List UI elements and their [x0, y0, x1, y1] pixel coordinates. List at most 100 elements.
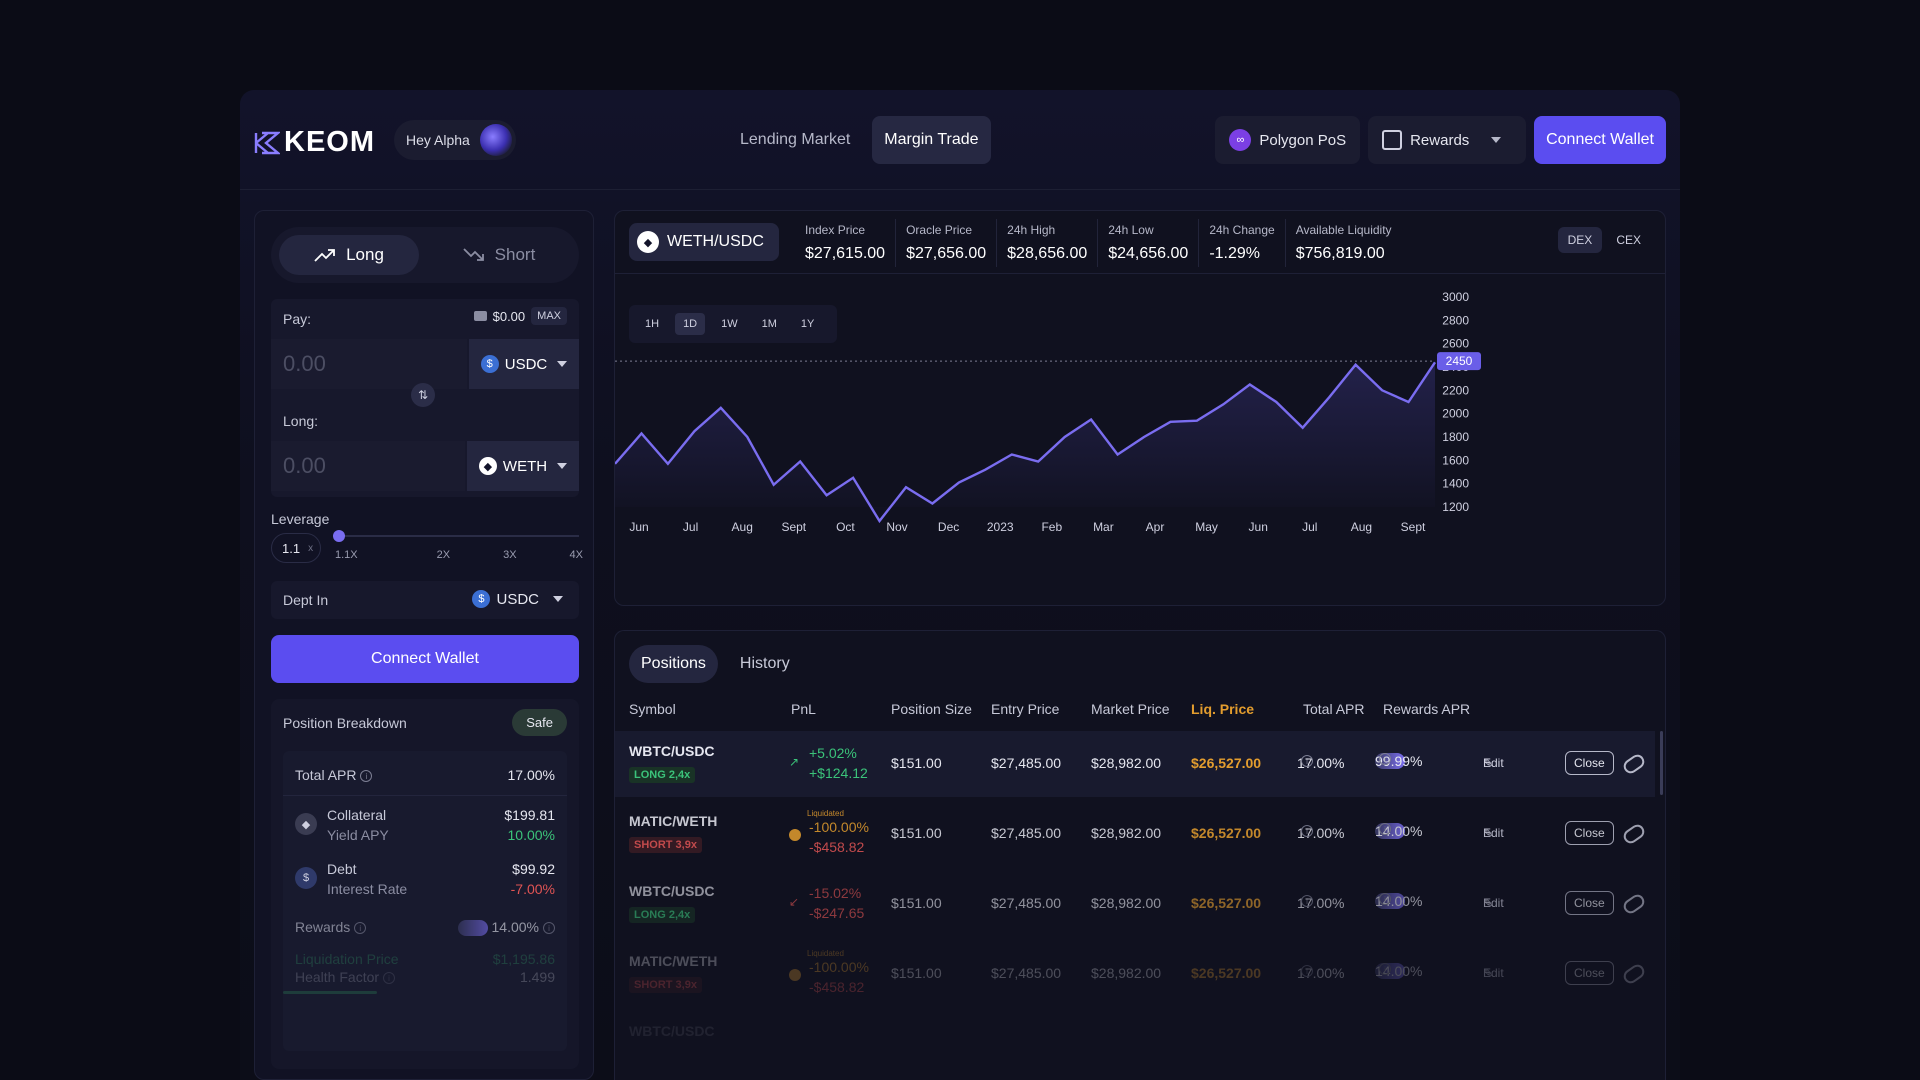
- row-pnl-pct: -100.00%: [809, 959, 869, 975]
- info-icon[interactable]: i: [1379, 823, 1391, 835]
- x-tick-label: Feb: [1041, 520, 1062, 534]
- network-selector[interactable]: ∞ Polygon PoS: [1215, 116, 1361, 164]
- y-tick-label: 1600: [1442, 453, 1469, 467]
- connect-wallet-submit-button[interactable]: Connect Wallet: [271, 635, 579, 683]
- leverage-tick: 3X: [503, 549, 517, 561]
- connect-wallet-button[interactable]: Connect Wallet: [1534, 116, 1666, 164]
- yield-label: Yield APY: [327, 827, 389, 843]
- max-button[interactable]: MAX: [531, 307, 567, 325]
- rewards-token-icon: [457, 920, 488, 937]
- pair-label: WETH/USDC: [667, 233, 764, 250]
- x-tick-label: Oct: [836, 520, 855, 534]
- info-icon[interactable]: i: [1379, 753, 1391, 765]
- direction-toggle: Long Short: [271, 227, 579, 283]
- close-position-button[interactable]: Close: [1565, 891, 1614, 915]
- positions-panel: Positions History Symbol PnL Position Si…: [614, 630, 1666, 1080]
- info-icon[interactable]: i: [1301, 825, 1313, 837]
- total-apr-label: Total APR: [295, 767, 357, 783]
- swap-direction-icon[interactable]: ⇅: [411, 383, 435, 407]
- usdc-icon: $: [295, 867, 317, 889]
- info-icon[interactable]: i: [383, 972, 396, 985]
- y-tick-label: 1200: [1442, 500, 1469, 514]
- rewards-row: Rewards i 14.00% i: [295, 919, 555, 937]
- chevron-down-icon: [1491, 137, 1502, 143]
- info-icon[interactable]: i: [354, 922, 367, 935]
- eth-icon: ◆: [295, 813, 317, 835]
- venue-dex[interactable]: DEX: [1557, 227, 1603, 253]
- pay-amount-input[interactable]: 0.00: [271, 339, 467, 389]
- table-row[interactable]: WBTC/USDC: [615, 1011, 1655, 1077]
- tab-positions[interactable]: Positions: [629, 645, 718, 683]
- row-symbol: WBTC/USDC: [629, 1023, 715, 1039]
- close-position-button[interactable]: Close: [1565, 751, 1614, 775]
- tf-1m[interactable]: 1M: [761, 318, 777, 330]
- total-apr-row: Total APR i 17.00%: [295, 767, 555, 783]
- close-position-button[interactable]: Close: [1565, 961, 1614, 985]
- row-tag: LONG 2,4x: [629, 767, 696, 783]
- edit-label: Edit: [1483, 756, 1504, 770]
- info-icon[interactable]: i: [543, 922, 555, 935]
- scrollbar[interactable]: [1660, 731, 1663, 795]
- col-pnl: PnL: [791, 701, 816, 717]
- rewards-dropdown[interactable]: Rewards: [1368, 116, 1527, 164]
- table-row[interactable]: WBTC/USDC LONG 2,4x ↙ -15.02% -$247.65 $…: [615, 871, 1655, 937]
- stat-oracle-price: Oracle Price $27,656.00: [896, 219, 998, 267]
- stat-title: Index Price: [805, 223, 866, 237]
- long-tab[interactable]: Long: [279, 235, 419, 275]
- long-amount-input[interactable]: 0.00: [271, 441, 465, 491]
- breakdown-details: Total APR i 17.00% ◆ Collateral $199.81 Y…: [283, 751, 567, 1051]
- short-tab[interactable]: Short: [429, 235, 569, 275]
- long-token-selector[interactable]: ◆ WETH: [467, 441, 579, 491]
- nav-lending-market[interactable]: Lending Market: [740, 131, 851, 148]
- link-icon[interactable]: [1620, 821, 1648, 847]
- close-position-button[interactable]: Close: [1565, 821, 1614, 845]
- venue-toggle: DEX CEX: [1557, 227, 1651, 253]
- y-tick-label: 2000: [1442, 407, 1469, 421]
- debt-token-label: USDC: [496, 590, 539, 608]
- leverage-slider-handle[interactable]: [333, 530, 345, 542]
- info-icon[interactable]: i: [1301, 755, 1313, 767]
- info-icon[interactable]: i: [1379, 963, 1391, 975]
- liquidated-label: Liquidated: [807, 949, 844, 958]
- tf-1h[interactable]: 1H: [645, 318, 660, 330]
- row-liq: $26,527.00: [1191, 825, 1262, 841]
- tf-1d[interactable]: 1D: [675, 313, 706, 335]
- tf-1y[interactable]: 1Y: [800, 318, 815, 330]
- stat-24h-high: 24h High $28,656.00: [997, 219, 1099, 267]
- info-icon[interactable]: i: [1301, 965, 1313, 977]
- table-row[interactable]: MATIC/WETH SHORT 3,9x Liquidated -100.00…: [615, 941, 1655, 1007]
- col-market-price: Market Price: [1091, 701, 1170, 717]
- pair-selector[interactable]: ◆ WETH/USDC: [629, 223, 779, 261]
- position-breakdown: Position Breakdown Safe Total APR i 17.00…: [271, 699, 579, 1069]
- debt-token-selector[interactable]: $ USDC: [472, 590, 563, 608]
- info-icon[interactable]: i: [1379, 893, 1391, 905]
- row-tag: SHORT 3,9x: [629, 837, 702, 853]
- row-size: $151.00: [891, 965, 942, 981]
- tab-history[interactable]: History: [739, 655, 790, 672]
- row-entry: $27,485.00: [991, 825, 1062, 841]
- info-icon[interactable]: i: [360, 770, 373, 783]
- venue-cex[interactable]: CEX: [1616, 233, 1641, 247]
- table-row[interactable]: MATIC/WETH SHORT 3,9x Liquidated -100.00…: [615, 801, 1655, 867]
- row-tag: SHORT 3,9x: [629, 977, 702, 993]
- tf-1w[interactable]: 1W: [721, 318, 738, 330]
- pay-token-selector[interactable]: $ USDC: [469, 339, 579, 389]
- leverage-slider-track[interactable]: [337, 535, 579, 537]
- row-liq: $26,527.00: [1191, 965, 1262, 981]
- greeting-badge[interactable]: Hey Alpha: [394, 120, 516, 160]
- market-stats: Index Price $27,615.00 Oracle Price $27,…: [795, 219, 1402, 267]
- x-tick-label: Jun: [1249, 520, 1268, 534]
- logo[interactable]: KEOM: [254, 126, 375, 159]
- link-icon[interactable]: [1620, 751, 1648, 777]
- current-price-label: 2450: [1446, 354, 1473, 368]
- debt-label: Debt: [327, 861, 357, 877]
- table-row[interactable]: WBTC/USDC LONG 2,4x ↗ +5.02% +$124.12 $1…: [615, 731, 1655, 797]
- pay-label: Pay:: [283, 311, 312, 327]
- info-icon[interactable]: i: [1301, 895, 1313, 907]
- row-market: $28,982.00: [1091, 965, 1162, 981]
- link-icon[interactable]: [1620, 961, 1648, 987]
- link-icon[interactable]: [1620, 891, 1648, 917]
- interest-label: Interest Rate: [327, 881, 408, 897]
- leverage-input[interactable]: 1.1 x: [271, 533, 321, 563]
- nav-margin-trade[interactable]: Margin Trade: [872, 116, 991, 164]
